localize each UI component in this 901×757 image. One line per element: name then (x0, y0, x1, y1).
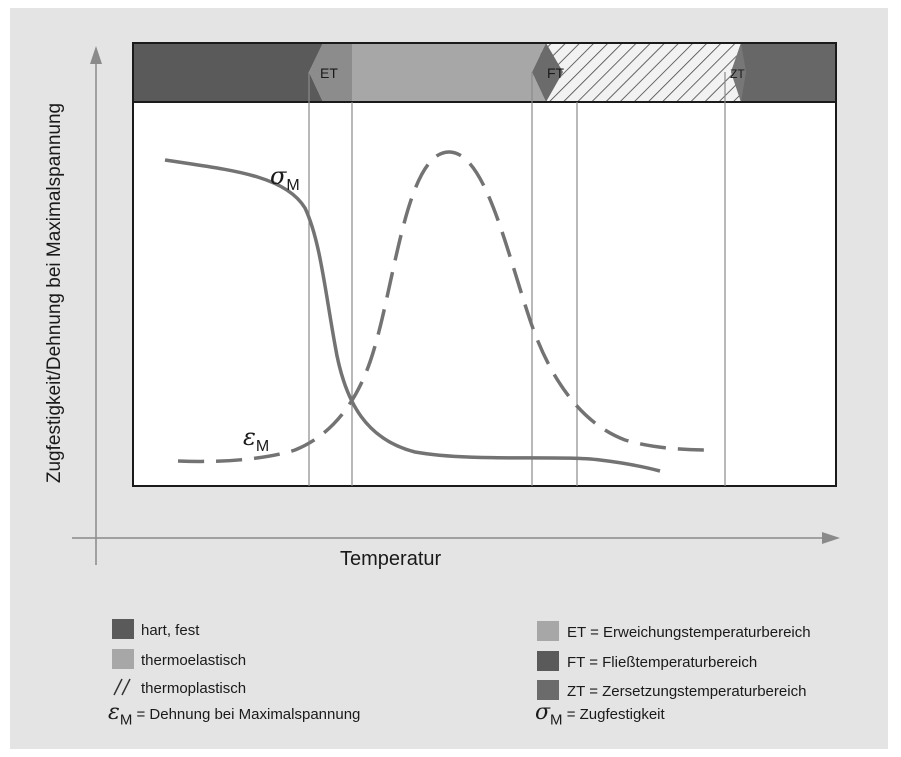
marker-ft (532, 43, 563, 102)
legend-label-zt: ZT = Zersetzungstemperaturbereich (567, 683, 807, 700)
marker-label-zt: ZT (730, 67, 745, 81)
band-hard-left (133, 43, 323, 102)
state-band (132, 42, 837, 103)
legend-sigma-definition: σM = Zugfestigkeit (535, 700, 665, 728)
y-axis-label: Zugfestigkeit/Dehnung bei Maximalspannun… (44, 102, 65, 484)
legend-swatch-zt (537, 680, 559, 700)
legend-epsilon-definition: εM = Dehnung bei Maximalspannung (108, 700, 360, 728)
sigma-m-curve (164, 158, 661, 473)
legend-epsilon-symbol: ε (108, 700, 120, 725)
legend-swatch-thermoplastic (113, 678, 131, 696)
marker-et (309, 43, 352, 102)
plot-area (132, 101, 837, 487)
sigma-m-label: σM (270, 162, 300, 194)
legend-label-thermoelastic: thermoelastisch (141, 652, 247, 669)
epsilon-m-curve (177, 150, 711, 464)
marker-zt (731, 43, 746, 102)
legend-sigma-text: = Zugfestigkeit (562, 706, 665, 723)
band-thermoplastic (532, 43, 741, 102)
band-hard-right (731, 43, 836, 102)
band-thermoelastic (309, 43, 546, 102)
legend-swatch-ft (537, 651, 559, 671)
legend-label-ft: FT = Fließtemperaturbereich (567, 654, 758, 671)
legend-sigma-symbol: σ (535, 700, 551, 725)
epsilon-m-label: εM (243, 423, 269, 455)
marker-label-ft: FT (547, 65, 565, 81)
marker-label-et: ET (320, 65, 338, 81)
legend-label-thermoplastic: thermoplastisch (141, 680, 247, 697)
legend-sigma-sub: M (550, 711, 563, 729)
legend-epsilon-sub: M (119, 711, 133, 729)
legend-swatch-thermoelastic (112, 649, 134, 669)
region-guides (308, 72, 726, 486)
y-axis (90, 46, 102, 565)
x-axis (72, 532, 840, 544)
legend-epsilon-text: = Dehnung bei Maximalspannung (132, 706, 361, 723)
legend-swatch-hard (112, 619, 134, 639)
legend-swatch-et (537, 621, 559, 641)
legend-label-et: ET = Erweichungstemperaturbereich (567, 624, 811, 641)
legend-label-hard: hart, fest (141, 622, 200, 639)
x-axis-label: Temperatur (340, 548, 442, 570)
